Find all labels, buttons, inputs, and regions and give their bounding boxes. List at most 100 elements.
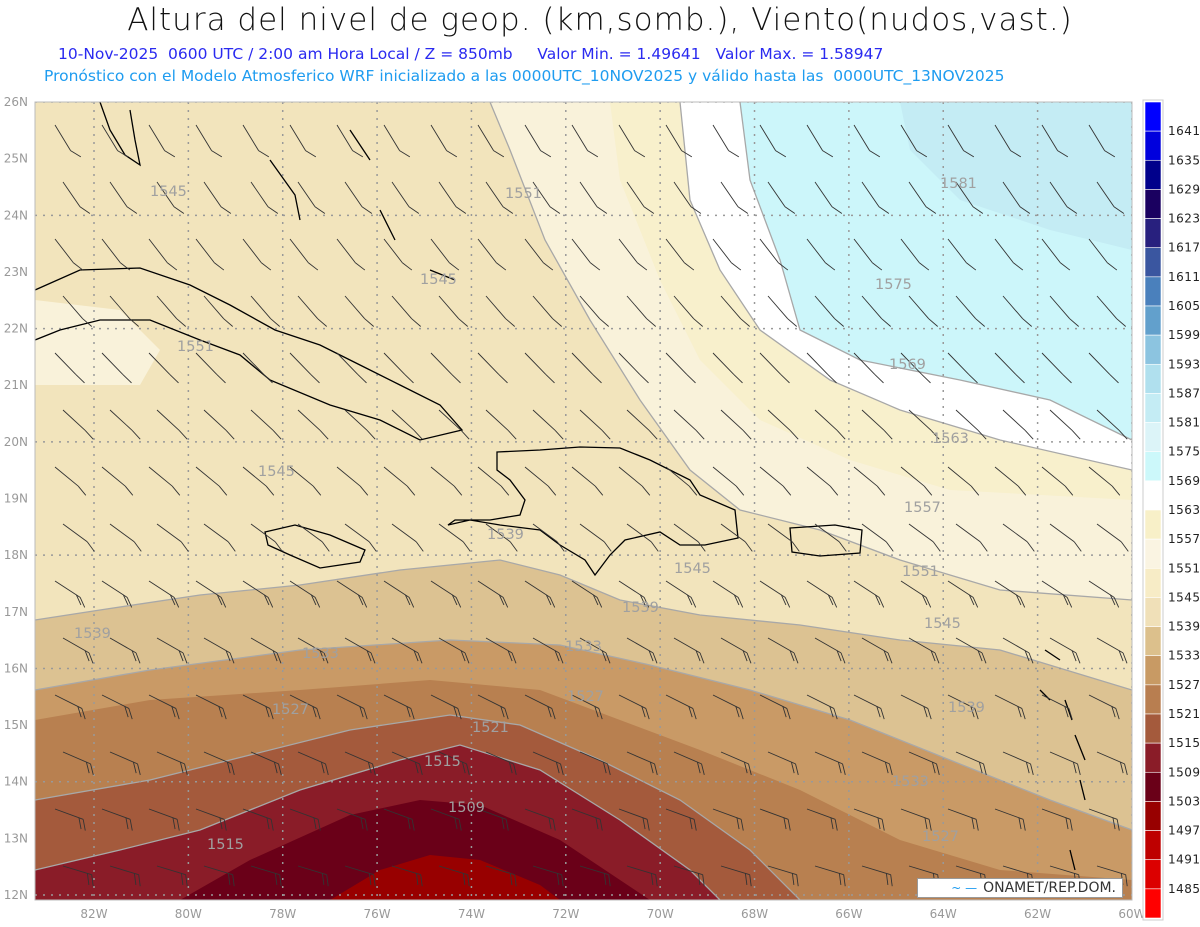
contour-label: 1545 xyxy=(924,616,961,632)
colorbar-swatch xyxy=(1144,801,1162,831)
shaded-fields: 1545 1551 1545 1551 1581 1575 1569 1563 … xyxy=(35,102,1132,900)
wind-barb xyxy=(665,694,697,720)
wind-barb xyxy=(626,751,658,776)
wind-barb xyxy=(759,808,791,831)
contour-label: 1533 xyxy=(565,639,602,655)
colorbar-label: 1599 xyxy=(1168,328,1200,342)
wind-barb xyxy=(861,751,893,776)
wind-barb xyxy=(579,523,612,552)
wind-barb xyxy=(626,409,658,440)
wind-barb xyxy=(101,808,133,831)
wind-barb xyxy=(391,295,422,327)
wind-barb xyxy=(430,466,463,496)
wind-barb xyxy=(673,181,702,214)
wind-barb xyxy=(814,181,843,214)
wind-barb xyxy=(383,124,411,158)
contour-labels: 1545 1551 1545 1551 1581 1575 1569 1563 … xyxy=(74,176,985,853)
wind-barb xyxy=(806,466,839,496)
wind-barb xyxy=(524,466,557,496)
wind-barb xyxy=(814,295,845,327)
wind-barb xyxy=(571,352,602,384)
contour-label: 1539 xyxy=(948,700,985,716)
wind-barb xyxy=(54,808,86,831)
wind-barb xyxy=(524,352,555,384)
wind-barb xyxy=(477,352,508,384)
wind-barb xyxy=(1096,523,1129,552)
wind-barb xyxy=(250,865,282,887)
wind-barb xyxy=(955,523,988,552)
wind-barb xyxy=(54,694,86,720)
wind-barb xyxy=(1088,352,1119,384)
wind-barb xyxy=(297,523,330,552)
wind-barb xyxy=(1049,181,1078,214)
wind-barb xyxy=(532,637,564,664)
wind-barb xyxy=(250,409,282,440)
lon-label: 66W xyxy=(835,907,862,921)
colorbar-label: 1551 xyxy=(1168,561,1200,575)
wind-barb xyxy=(203,637,235,664)
wind-barb xyxy=(806,580,838,608)
wind-barb xyxy=(438,751,470,776)
wind-barb xyxy=(1088,238,1118,271)
lon-label: 70W xyxy=(647,907,674,921)
wind-barb xyxy=(618,124,646,158)
colorbar-label: 1521 xyxy=(1168,707,1200,721)
coast-jamaica xyxy=(264,524,366,569)
wind-barb xyxy=(289,466,322,496)
contour-label: 1509 xyxy=(448,800,485,816)
wind-barb xyxy=(203,751,235,776)
wind-barb xyxy=(383,352,414,384)
wind-barb xyxy=(900,694,932,720)
wind-barb xyxy=(383,580,415,608)
wind-barb xyxy=(477,580,509,608)
max-value: Valor Max. = 1.58947 xyxy=(715,45,884,63)
wind-barb xyxy=(203,409,235,440)
wind-barb xyxy=(383,466,416,496)
min-value: Valor Min. = 1.49641 xyxy=(537,45,701,63)
credit-swatch: ~ — xyxy=(951,881,978,895)
wind-barb xyxy=(994,124,1022,158)
wind-barb xyxy=(195,466,228,496)
wind-barb xyxy=(712,238,742,271)
wind-barb xyxy=(62,751,94,776)
contour-label: 1539 xyxy=(487,527,524,543)
colorbar-swatch xyxy=(1144,859,1162,890)
wind-barb xyxy=(289,124,317,158)
colorbar-swatch xyxy=(1144,101,1162,132)
colorbar-label: 1545 xyxy=(1168,590,1200,604)
wind-barb xyxy=(344,181,373,214)
colorbar-label: 1509 xyxy=(1168,765,1200,779)
wind-barb xyxy=(156,637,188,664)
wind-barb xyxy=(524,808,556,831)
wind-barb xyxy=(289,808,321,831)
credit-text: ONAMET/REP.DOM. xyxy=(983,880,1116,896)
wind-barb xyxy=(767,295,798,327)
wind-barb xyxy=(242,466,275,496)
datetime-level: 10-Nov-2025 0600 UTC / 2:00 am Hora Loca… xyxy=(58,45,513,63)
map-frame xyxy=(34,101,1133,901)
wind-barb xyxy=(665,238,695,271)
wind-barb xyxy=(1041,352,1072,384)
wind-barb xyxy=(759,466,792,496)
wind-barb xyxy=(908,523,941,552)
wind-barb xyxy=(955,295,986,327)
wind-barb xyxy=(195,352,226,384)
wind-barb xyxy=(1002,751,1034,776)
lon-label: 80W xyxy=(175,907,202,921)
wind-barb xyxy=(242,352,273,384)
colorbar-label: 1539 xyxy=(1168,620,1200,634)
wind-barb xyxy=(54,580,86,608)
wind-barb xyxy=(861,181,890,214)
lon-label: 78W xyxy=(269,907,296,921)
wind-barb xyxy=(532,523,565,552)
wind-barb xyxy=(430,238,460,271)
wind-barb xyxy=(148,352,179,384)
wind-barb xyxy=(908,181,937,214)
wind-barb xyxy=(1049,295,1080,327)
contour-label: 1515 xyxy=(207,837,244,853)
wind-barb xyxy=(391,523,424,552)
wind-barb xyxy=(1041,808,1073,831)
wind-barb xyxy=(908,637,940,664)
wind-barb xyxy=(1096,181,1125,214)
wind-barb xyxy=(1096,637,1128,664)
